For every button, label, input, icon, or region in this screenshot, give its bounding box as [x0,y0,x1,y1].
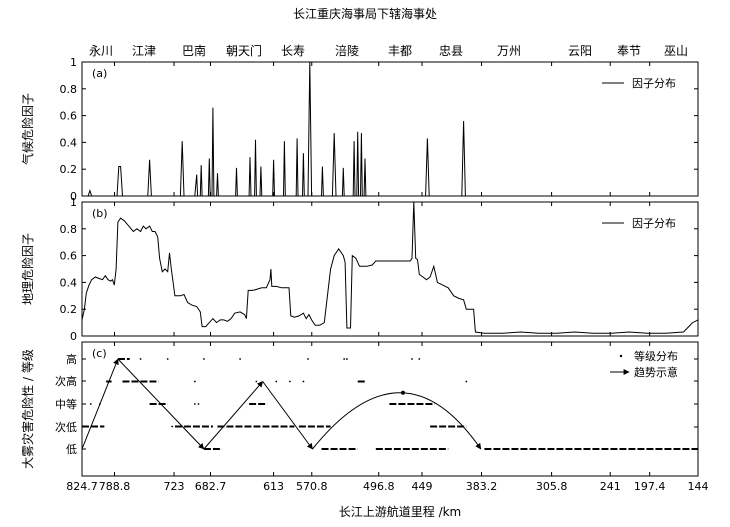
y-tick-label: 0.8 [60,83,78,96]
series-line [82,61,698,197]
y-category-label: 中等 [55,397,77,411]
panel-a [81,61,699,197]
legend-label: 等级分布 [634,349,678,363]
y-tick-label: 0.6 [60,250,78,263]
level-dot [288,380,291,383]
level-dot [345,358,348,360]
x-tick-label: 449 [411,480,432,493]
y-tick-label: 0.2 [60,163,78,176]
y-tick-label: 0 [70,190,77,203]
series-line [81,201,699,334]
y-category-label: 次低 [55,420,77,434]
x-axis-title: 长江上游航道里程 /km [339,504,462,519]
x-tick-label: 241 [600,480,621,493]
legend-label: 趋势示意 [634,365,678,379]
station-label: 云阳 [568,44,592,58]
level-dot [302,380,305,383]
station-label: 丰都 [388,44,412,58]
plot-frame [81,61,699,197]
level-dot [465,380,468,383]
y-tick-label: 0.8 [60,223,78,236]
panel-label: (a) [92,67,107,80]
x-tick-label: 723 [164,480,185,493]
y-tick-label: 0.6 [60,110,78,123]
level-dot [197,403,200,405]
panel-label: (b) [92,207,108,220]
panel-label: (c) [92,347,107,360]
level-dot [89,403,92,405]
x-tick-label: 383.2 [466,480,498,493]
x-tick-label: 613 [263,480,284,493]
y-tick-label: 0.4 [60,276,78,289]
x-tick-label: 570.8 [296,480,328,493]
panel-c [81,341,699,477]
legend-label: 因子分布 [632,77,676,90]
x-tick-label: 144 [688,480,709,493]
x-tick-label: 788.8 [99,480,131,493]
y-category-label: 高 [66,352,77,366]
trend-arrow [117,358,205,450]
y-tick-label: 1 [70,196,77,209]
level-dot [166,358,169,360]
y-category-label: 低 [66,443,77,456]
station-label: 奉节 [617,44,641,58]
y-tick-label: 0.2 [60,303,78,316]
legend-dot [619,354,623,358]
y-tick-label: 1 [70,56,77,69]
station-label: 万州 [497,44,521,58]
level-dot [171,425,174,428]
station-label: 永川 [89,44,113,58]
level-dot [343,358,346,360]
trend-peak-dot [400,390,405,395]
panel-b [81,201,699,337]
trend-arrow [203,381,264,450]
plot-frame [81,201,699,337]
station-label: 朝天门 [226,43,262,58]
trend-arrow [262,381,313,450]
station-label: 涪陵 [335,43,359,58]
level-dot [202,358,205,360]
y-category-label: 次高 [55,374,77,388]
plot-frame [81,341,699,477]
y-tick-label: 0 [70,330,77,343]
station-label: 巴南 [182,43,206,58]
x-tick-label: 824.7 [66,480,98,493]
y-tick-label: 0.4 [60,136,78,149]
level-dot [307,358,309,360]
x-tick-label: 197.4 [634,480,666,493]
y-axis-title: 气候危险因子 [20,93,35,165]
level-dot [239,358,241,360]
station-label: 巫山 [664,44,688,58]
level-dot [411,358,413,360]
level-dot [418,358,421,360]
trend-arrow [81,358,119,450]
level-dot [139,358,142,360]
chart-title: 长江重庆海事局下辖海事处 [293,6,437,21]
x-tick-label: 682.7 [195,480,227,493]
y-axis-title: 地理危险因子 [20,233,35,305]
trend-arrow [312,392,482,450]
station-label: 忠县 [439,44,463,58]
station-label: 江津 [132,44,156,58]
level-dot [193,403,196,405]
x-tick-label: 305.8 [536,480,568,493]
legend-label: 因子分布 [632,217,676,230]
y-axis-title: 大雾灾害危险性 / 等级 [20,349,35,469]
station-label: 长寿 [281,44,305,58]
level-dot [255,380,258,383]
x-tick-label: 496.8 [363,480,395,493]
level-dot [275,380,278,383]
level-dot [193,380,196,383]
